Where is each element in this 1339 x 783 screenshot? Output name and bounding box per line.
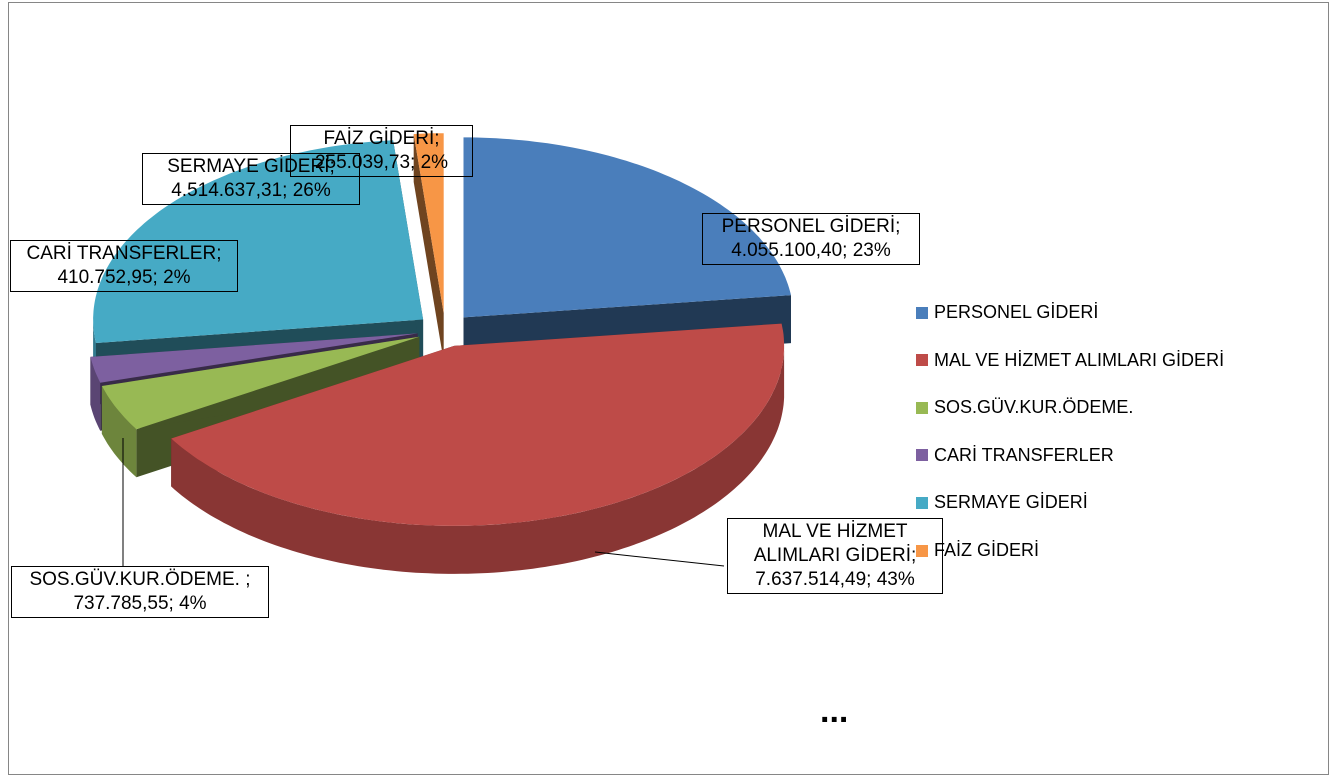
- legend-swatch: [916, 496, 928, 509]
- data-label: PERSONEL GİDERİ; 4.055.100,40; 23%: [702, 213, 920, 265]
- legend-label: CARİ TRANSFERLER: [934, 444, 1114, 465]
- annotation: ...: [820, 692, 849, 730]
- slice: [463, 137, 791, 318]
- data-label: SERMAYE GİDERİ; 4.514.637,31; 26%: [142, 153, 360, 205]
- slice-wall: [101, 386, 137, 478]
- slice: [413, 133, 444, 314]
- legend-item: SERMAYE GİDERİ: [916, 492, 1088, 513]
- legend-swatch: [916, 544, 928, 557]
- legend-label: SERMAYE GİDERİ: [934, 492, 1088, 513]
- chart-frame: [8, 2, 1329, 775]
- legend-swatch: [916, 306, 928, 319]
- legend-item: FAİZ GİDERİ: [916, 540, 1039, 561]
- legend-label: SOS.GÜV.KUR.ÖDEME.: [934, 397, 1134, 418]
- legend-item: PERSONEL GİDERİ: [916, 302, 1098, 323]
- legend-item: CARİ TRANSFERLER: [916, 445, 1114, 466]
- legend-label: FAİZ GİDERİ: [934, 540, 1040, 560]
- leader-line: [594, 551, 725, 567]
- data-label: SOS.GÜV.KUR.ÖDEME. ; 737.785,55; 4%: [11, 566, 269, 618]
- slice-wall: [171, 345, 785, 574]
- data-label: MAL VE HİZMET ALIMLARI GİDERİ; 7.637.514…: [727, 518, 943, 594]
- slice: [93, 140, 424, 343]
- legend-item: SOS.GÜV.KUR.ÖDEME.: [916, 397, 1133, 418]
- slice-side: [413, 134, 444, 362]
- slice: [171, 323, 785, 526]
- slice: [90, 333, 418, 383]
- legend-swatch: [916, 354, 928, 367]
- data-label: FAİZ GİDERİ; 255.039,73; 2%: [290, 125, 473, 177]
- legend-label: PERSONEL GİDERİ: [934, 302, 1099, 322]
- legend-item: MAL VE HİZMET ALIMLARI GİDERİ: [916, 350, 1224, 371]
- slice: [101, 336, 420, 430]
- legend-swatch: [916, 449, 928, 462]
- legend-label: MAL VE HİZMET ALIMLARI GİDERİ: [934, 349, 1225, 370]
- legend-swatch: [916, 401, 928, 414]
- slice-wall: [90, 356, 101, 431]
- data-label: CARİ TRANSFERLER; 410.752,95; 2%: [10, 240, 238, 292]
